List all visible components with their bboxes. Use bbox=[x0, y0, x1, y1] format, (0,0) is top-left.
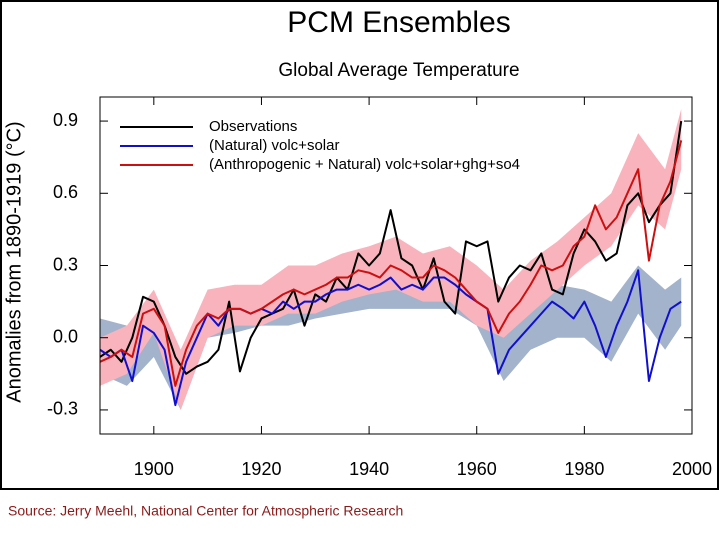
y-axis-label: Anomalies from 1890-1919 (°C) bbox=[3, 121, 25, 402]
x-tick-label: 2000 bbox=[672, 459, 712, 479]
range-band bbox=[100, 109, 682, 410]
x-tick-label: 1900 bbox=[134, 459, 174, 479]
series-line bbox=[99, 120, 683, 375]
y-tick-label: 0.9 bbox=[53, 110, 78, 130]
y-tick-label: 0.3 bbox=[53, 254, 78, 274]
chart-subtitle: Global Average Temperature bbox=[278, 60, 519, 81]
y-tick-label: 0.6 bbox=[53, 182, 78, 202]
x-tick-label: 1980 bbox=[564, 459, 604, 479]
series-line bbox=[99, 140, 683, 387]
chart-title: PCM Ensembles bbox=[287, 6, 510, 39]
legend-label: (Anthropogenic + Natural) volc+solar+ghg… bbox=[209, 156, 520, 173]
y-tick-label: -0.3 bbox=[47, 399, 78, 419]
source-note: Source: Jerry Meehl, National Center for… bbox=[8, 503, 403, 519]
x-tick-label: 1920 bbox=[241, 459, 281, 479]
x-tick-label: 1960 bbox=[457, 459, 497, 479]
legend-label: (Natural) volc+solar bbox=[209, 137, 339, 154]
legend-label: Observations bbox=[209, 118, 297, 135]
x-tick-label: 1940 bbox=[349, 459, 389, 479]
series-line bbox=[99, 269, 682, 407]
y-tick-label: 0.0 bbox=[53, 326, 78, 346]
